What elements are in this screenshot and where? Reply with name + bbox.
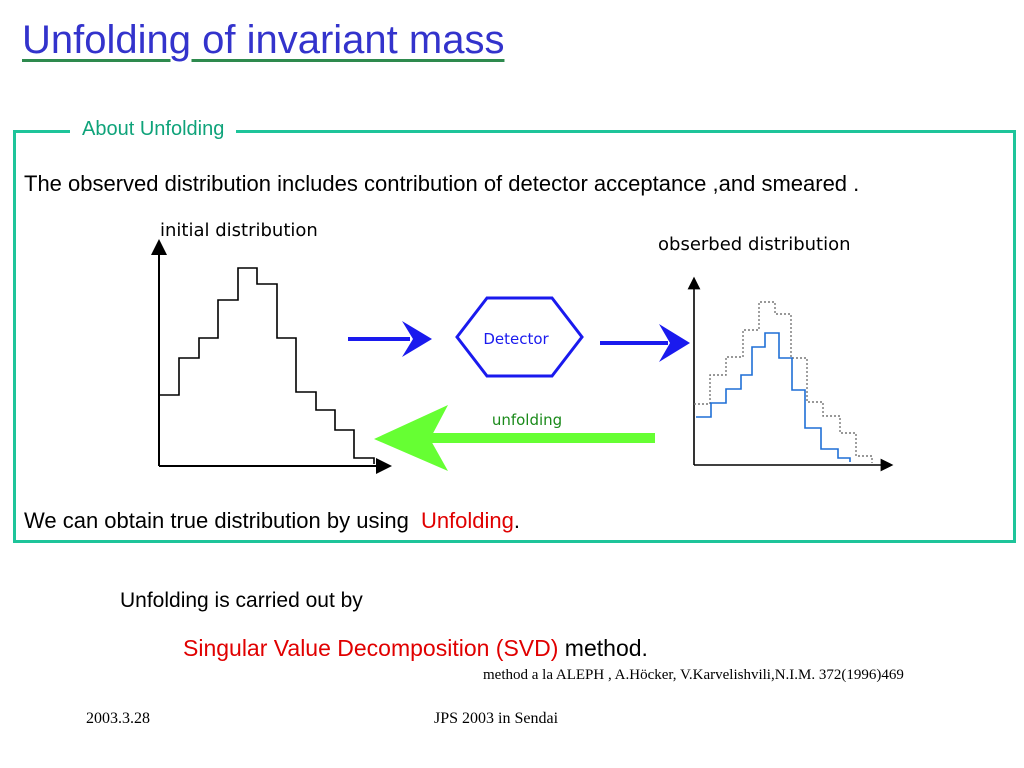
footer-event: JPS 2003 in Sendai bbox=[434, 710, 559, 727]
observed-distribution-label: obserbed distribution bbox=[658, 234, 851, 255]
initial-histogram bbox=[159, 267, 375, 464]
intro-text: The observed distribution includes contr… bbox=[24, 171, 860, 196]
conclusion-highlight: Unfolding bbox=[420, 508, 514, 533]
conclusion-prefix: We can obtain true distribution by using bbox=[24, 508, 415, 533]
footer-date: 2003.3.28 bbox=[86, 710, 150, 727]
svd-line: Singular Value Decomposition (SVD) metho… bbox=[183, 635, 648, 662]
conclusion-text: We can obtain true distribution by using… bbox=[24, 508, 520, 534]
reference-text: method a la ALEPH , A.Höcker, V.Karvelis… bbox=[483, 667, 904, 683]
initial-distribution-label: initial distribution bbox=[160, 220, 318, 241]
forward-arrow-icon bbox=[600, 324, 690, 362]
conclusion-suffix: . bbox=[513, 508, 521, 533]
slide-title: Unfolding of invariant mass bbox=[22, 18, 505, 62]
about-unfolding-box bbox=[13, 130, 1016, 543]
svd-suffix: method. bbox=[558, 635, 648, 661]
detector-hexagon bbox=[455, 296, 584, 378]
detector-label: Detector bbox=[483, 330, 549, 348]
forward-arrow-icon bbox=[348, 321, 432, 357]
box-legend: About Unfolding bbox=[70, 118, 237, 141]
svd-highlight: Singular Value Decomposition (SVD) bbox=[183, 635, 559, 661]
unfolding-label: unfolding bbox=[492, 411, 562, 429]
observed-histogram bbox=[696, 332, 851, 462]
observed-reference-histogram bbox=[694, 301, 873, 463]
carried-out-text: Unfolding is carried out by bbox=[120, 589, 363, 612]
unfolding-arrow-icon bbox=[374, 405, 655, 471]
